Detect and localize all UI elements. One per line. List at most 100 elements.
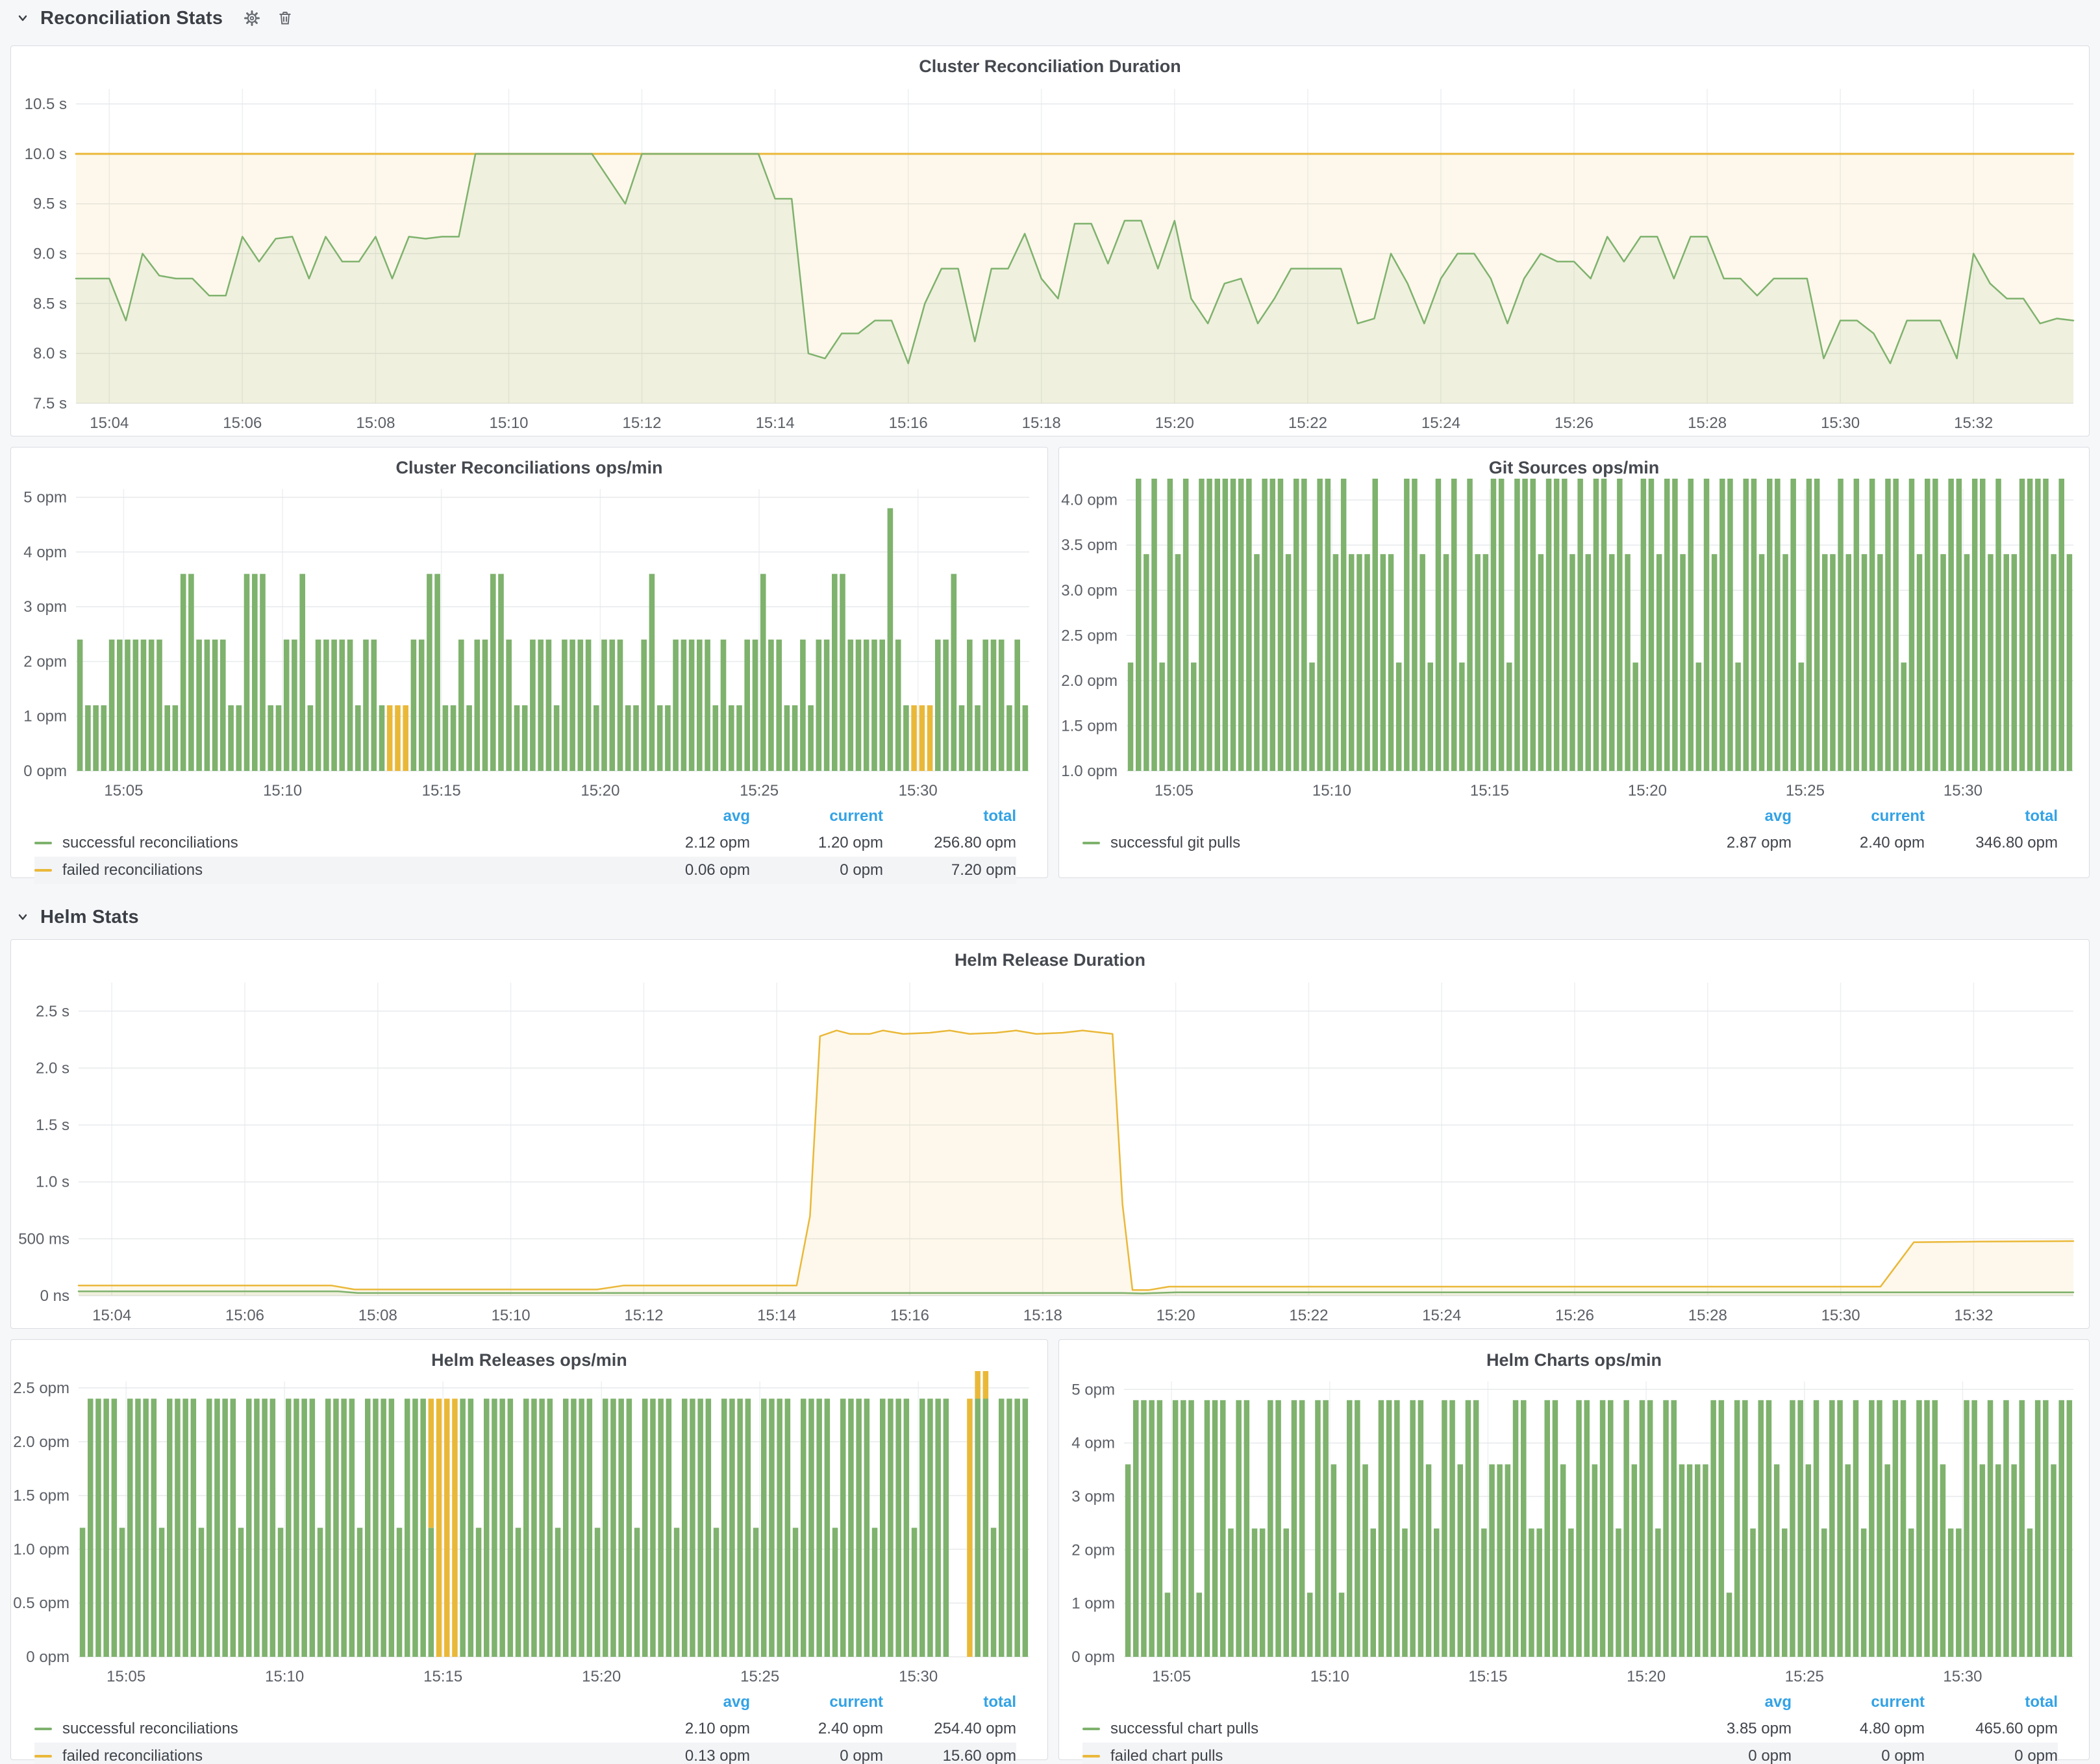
gear-icon[interactable] <box>240 8 264 28</box>
bar <box>1672 479 1678 771</box>
bar <box>697 639 703 771</box>
bar <box>151 1398 157 1657</box>
bar <box>1562 479 1568 771</box>
bar <box>252 573 258 771</box>
legend-label[interactable]: successful chart pulls <box>1110 1720 1259 1737</box>
bar <box>982 1371 989 1399</box>
panel-title[interactable]: Cluster Reconciliation Duration <box>919 57 1181 76</box>
stats-column-current[interactable]: current <box>829 1693 883 1711</box>
trash-icon[interactable] <box>273 9 297 27</box>
y-axis-label: 0 opm <box>1071 1648 1115 1666</box>
bar <box>697 1398 703 1657</box>
stat-value: 1.20 opm <box>818 834 883 851</box>
bar <box>1536 1528 1542 1657</box>
bar <box>79 1528 86 1657</box>
stats-column-current[interactable]: current <box>1871 807 1925 825</box>
panel-title[interactable]: Helm Charts ops/min <box>1486 1350 1662 1370</box>
bar <box>1191 662 1197 771</box>
stats-column-total[interactable]: total <box>2025 807 2058 825</box>
panel-title[interactable]: Helm Releases ops/min <box>431 1350 627 1370</box>
bar <box>1735 662 1741 771</box>
stat-value: 2.10 opm <box>684 1720 750 1737</box>
x-axis-label: 15:22 <box>1288 414 1327 432</box>
stats-column-total[interactable]: total <box>983 807 1016 825</box>
legend-label[interactable]: successful reconciliations <box>62 1720 238 1737</box>
bar <box>1616 1528 1621 1657</box>
stats-column-avg[interactable]: avg <box>1764 1693 1792 1711</box>
bar <box>673 639 679 771</box>
stats-column-avg[interactable]: avg <box>1764 807 1792 825</box>
x-axis-label: 15:10 <box>265 1668 304 1685</box>
stats-column-avg[interactable]: avg <box>723 1693 750 1711</box>
bar <box>1442 1400 1447 1657</box>
bar <box>1782 1528 1788 1657</box>
bar <box>1317 479 1323 771</box>
bar <box>428 1398 434 1528</box>
bar <box>315 639 321 771</box>
helm-charts-opm-chart[interactable]: 15:05 15:10 15:15 15:20 15:25 15:30 0 opm 1 opm… <box>1059 1371 2090 1689</box>
stat-value: 256.80 opm <box>934 834 1016 851</box>
legend-label[interactable]: successful reconciliations <box>62 834 238 851</box>
legend-label[interactable]: failed reconciliations <box>62 1747 203 1764</box>
cluster-reconciliation-duration-chart[interactable]: 15:04 15:06 15:08 15:10 15:12 15:14 15:16 15:18… <box>11 77 2090 436</box>
bar <box>1299 1400 1305 1657</box>
bar <box>1151 479 1157 771</box>
bar <box>95 1398 101 1657</box>
section-title[interactable]: Reconciliation Stats <box>40 7 223 29</box>
bar <box>474 639 481 771</box>
legend-row: successful reconciliations 2.12 opm 1.20 o… <box>34 829 1016 857</box>
bar <box>396 1528 403 1657</box>
legend-label[interactable]: failed chart pulls <box>1110 1747 1223 1764</box>
git-sources-opm-chart[interactable]: 15:05 15:10 15:15 15:20 15:25 15:30 1.0 opm 1.5… <box>1059 479 2090 803</box>
bar <box>349 1398 355 1657</box>
bar <box>539 1398 545 1657</box>
stats-column-current[interactable]: current <box>1871 1693 1925 1711</box>
bar <box>832 1528 838 1657</box>
helm-release-duration-chart[interactable]: 15:04 15:06 15:08 15:10 15:12 15:14 15:16 15:18… <box>11 971 2090 1328</box>
bar <box>405 1398 410 1657</box>
bar <box>871 1528 878 1657</box>
stats-column-avg[interactable]: avg <box>723 807 750 825</box>
y-axis-label: 7.5 s <box>33 395 67 412</box>
bar <box>498 573 504 771</box>
section-title[interactable]: Helm Stats <box>40 906 139 927</box>
bar <box>1773 1464 1780 1657</box>
panel-title[interactable]: Cluster Reconciliations ops/min <box>395 458 663 477</box>
bar <box>1892 1400 1899 1657</box>
legend-label[interactable]: failed reconciliations <box>62 861 203 879</box>
bar <box>1230 479 1236 771</box>
bar <box>1552 1400 1558 1657</box>
cluster-reconciliations-opm-chart[interactable]: 15:05 15:10 15:15 15:20 15:25 15:30 0 opm 1 opm… <box>11 479 1049 803</box>
stats-column-total[interactable]: total <box>2025 1693 2058 1711</box>
bar <box>752 639 758 771</box>
bar <box>1133 1400 1139 1657</box>
bar <box>823 639 830 771</box>
bar <box>586 1398 593 1657</box>
x-axis-label: 15:14 <box>757 1307 796 1324</box>
bar <box>127 1398 133 1657</box>
bar <box>895 639 901 771</box>
y-axis-label: 500 ms <box>18 1230 69 1248</box>
bar <box>277 1528 284 1657</box>
bar <box>1181 1400 1186 1657</box>
bar <box>1497 1464 1503 1657</box>
section-header-reconciliation-stats[interactable]: Reconciliation Stats <box>14 4 297 32</box>
stats-column-total[interactable]: total <box>983 1693 1016 1711</box>
bar <box>1948 479 1954 771</box>
bar <box>175 1398 181 1657</box>
x-axis-label: 15:30 <box>899 782 938 800</box>
bar <box>1916 1400 1922 1657</box>
bar <box>999 1398 1005 1657</box>
bar <box>1332 554 1339 771</box>
x-axis-label: 15:20 <box>1155 414 1194 432</box>
bar <box>1845 554 1851 771</box>
bar <box>466 705 472 771</box>
legend-label[interactable]: successful git pulls <box>1110 834 1241 851</box>
panel-title[interactable]: Helm Release Duration <box>954 950 1146 970</box>
bar <box>1925 479 1931 771</box>
helm-releases-opm-chart[interactable]: 15:05 15:10 15:15 15:20 15:25 15:30 0 opm 0.5 o… <box>11 1371 1049 1689</box>
stats-column-current[interactable]: current <box>829 807 883 825</box>
section-header-helm-stats[interactable]: Helm Stats <box>14 903 139 931</box>
bar <box>1617 479 1623 771</box>
panel-title[interactable]: Git Sources ops/min <box>1488 458 1660 477</box>
